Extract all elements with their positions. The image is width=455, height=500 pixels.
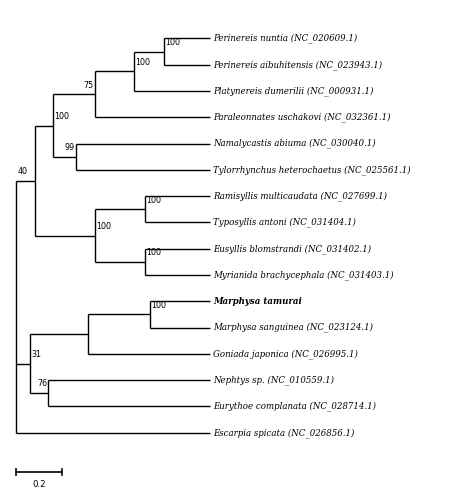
Text: 100: 100 [146, 196, 161, 204]
Text: 100: 100 [146, 248, 161, 257]
Text: 100: 100 [54, 112, 69, 121]
Text: 100: 100 [165, 38, 180, 47]
Text: Marphysa tamurai: Marphysa tamurai [213, 296, 302, 306]
Text: Marphysa sanguinea (NC_023124.1): Marphysa sanguinea (NC_023124.1) [213, 322, 373, 332]
Text: Tylorrhynchus heterochaetus (NC_025561.1): Tylorrhynchus heterochaetus (NC_025561.1… [213, 165, 410, 175]
Text: Typosyllis antoni (NC_031404.1): Typosyllis antoni (NC_031404.1) [213, 218, 355, 228]
Text: Platynereis dumerilii (NC_000931.1): Platynereis dumerilii (NC_000931.1) [213, 86, 373, 96]
Text: Eurythoe complanata (NC_028714.1): Eurythoe complanata (NC_028714.1) [213, 402, 376, 411]
Text: Escarpia spicata (NC_026856.1): Escarpia spicata (NC_026856.1) [213, 428, 354, 438]
Text: 0.2: 0.2 [32, 480, 46, 489]
Text: Goniada japonica (NC_026995.1): Goniada japonica (NC_026995.1) [213, 349, 358, 358]
Text: 40: 40 [17, 167, 27, 176]
Text: 100: 100 [135, 58, 150, 66]
Text: Nephtys sp. (NC_010559.1): Nephtys sp. (NC_010559.1) [213, 375, 334, 385]
Text: Namalycastis abiuma (NC_030040.1): Namalycastis abiuma (NC_030040.1) [213, 138, 375, 148]
Text: Paraleonnates uschakovi (NC_032361.1): Paraleonnates uschakovi (NC_032361.1) [213, 112, 390, 122]
Text: 100: 100 [96, 222, 111, 231]
Text: 31: 31 [31, 350, 41, 359]
Text: Perinereis nuntia (NC_020609.1): Perinereis nuntia (NC_020609.1) [213, 34, 357, 43]
Text: Perinereis aibuhitensis (NC_023943.1): Perinereis aibuhitensis (NC_023943.1) [213, 60, 382, 70]
Text: Ramisyllis multicaudata (NC_027699.1): Ramisyllis multicaudata (NC_027699.1) [213, 191, 387, 201]
Text: Eusyllis blomstrandi (NC_031402.1): Eusyllis blomstrandi (NC_031402.1) [213, 244, 371, 254]
Text: 76: 76 [37, 380, 47, 388]
Text: 75: 75 [83, 80, 93, 90]
Text: 100: 100 [151, 300, 166, 310]
Text: Myrianida brachycephala (NC_031403.1): Myrianida brachycephala (NC_031403.1) [213, 270, 393, 280]
Text: 99: 99 [65, 143, 75, 152]
